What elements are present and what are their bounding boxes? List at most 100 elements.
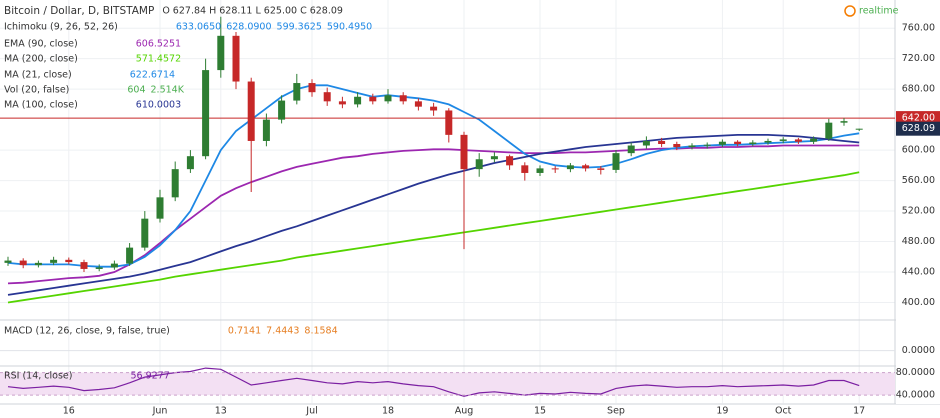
ma-line (7, 84, 860, 268)
x-tick-label: Sep (607, 406, 625, 417)
chart-title: Bitcoin / Dollar, D, BITSTAMP (4, 5, 154, 17)
price-label: 642.00 (902, 113, 935, 124)
candle-body (779, 139, 787, 141)
candle-body (156, 197, 164, 219)
rsi-band (0, 372, 895, 396)
x-tick-label: Oct (775, 406, 792, 417)
legend-name: MA (200, close) (4, 54, 78, 65)
price-label-bg (896, 111, 940, 126)
legend-value: 606.5251 (136, 39, 181, 50)
candle-body (460, 134, 468, 170)
candle-body (718, 141, 726, 145)
candle-body (673, 144, 681, 148)
candle-body (521, 165, 529, 173)
y-tick-label: 680.00 (902, 84, 935, 95)
y-tick-label: 400.00 (902, 297, 935, 308)
x-tick-label: 18 (382, 406, 394, 417)
legend-value: 2.514K (151, 85, 185, 96)
legend-name: MACD (12, 26, close, 9, false, true) (4, 326, 170, 337)
candle-body (566, 165, 574, 170)
legend-value: 628.0900 (226, 22, 271, 33)
candle-body (80, 262, 88, 269)
x-tick-label: 16 (63, 406, 75, 417)
x-tick-label: Jul (305, 406, 317, 417)
x-tick-label: 17 (853, 406, 865, 417)
legend-value: 7.4443 (266, 326, 299, 337)
candle-body (703, 144, 711, 146)
candle-body (490, 156, 498, 160)
y-tick-label: 720.00 (902, 53, 935, 64)
ohlc-readout: O 627.84 H 628.11 L 625.00 C 628.09 (162, 6, 343, 17)
candle-body (430, 106, 438, 111)
y-tick-label: 40.0000 (896, 390, 935, 401)
candle-body (810, 138, 818, 142)
candle-body (232, 35, 240, 82)
y-tick-label: 520.00 (902, 206, 935, 217)
candle-body (217, 35, 225, 71)
candle-body (323, 92, 331, 102)
legend-value: 633.0650 (176, 22, 221, 33)
ma-line (7, 134, 860, 296)
candle-body (171, 169, 179, 198)
y-tick-label: 440.00 (902, 267, 935, 278)
candle-body (764, 140, 772, 143)
legend-name: RSI (14, close) (4, 371, 72, 382)
candle-body (262, 119, 270, 141)
candle-body (278, 100, 286, 120)
candle-body (65, 259, 73, 263)
candle-body (612, 153, 620, 170)
legend-value: 0.7141 (228, 326, 261, 337)
legend-value: 610.0003 (136, 100, 181, 111)
candle-body (247, 81, 255, 141)
candle-body (840, 121, 848, 123)
candle-body (627, 145, 635, 154)
candle-body (50, 259, 58, 263)
candle-body (126, 247, 134, 264)
legend-value: 599.3625 (277, 22, 322, 33)
ma-line (7, 171, 860, 304)
y-tick-label: 0.0000 (902, 345, 935, 356)
legend-value: 8.1584 (304, 326, 337, 337)
status: realtime (859, 6, 899, 17)
status-icon (844, 5, 856, 17)
y-tick-label: 480.00 (902, 236, 935, 247)
y-tick-label: 80.0000 (896, 367, 935, 378)
candle-body (597, 168, 605, 170)
y-tick-label: 600.00 (902, 145, 935, 156)
candle-body (414, 101, 422, 107)
candle-body (855, 128, 863, 130)
candle-body (536, 168, 544, 173)
candle-body (551, 168, 559, 170)
candle-body (19, 260, 27, 266)
legend-name: EMA (90, close) (4, 39, 78, 50)
candle-body (369, 96, 377, 102)
x-tick-label: 13 (215, 406, 227, 417)
candle-body (384, 95, 392, 102)
ma-line (7, 144, 860, 285)
y-tick-label: 560.00 (902, 175, 935, 186)
legend-name: Vol (20, false) (4, 85, 69, 96)
candle-body (141, 218, 149, 248)
x-tick-label: 15 (534, 406, 546, 417)
rsi-line (7, 367, 860, 397)
legend-value: 56.9277 (130, 371, 169, 382)
legend-value: 571.4572 (136, 54, 181, 65)
candle-body (4, 260, 12, 263)
legend-name: MA (100, close) (4, 100, 78, 111)
price-label: 628.09 (902, 123, 935, 134)
legend-name: Ichimoku (9, 26, 52, 26) (4, 22, 118, 33)
x-tick-label: Aug (455, 406, 474, 417)
legend-name: MA (21, close) (4, 70, 72, 81)
candle-body (734, 141, 742, 144)
candle-body (110, 263, 118, 268)
candle-body (95, 267, 103, 269)
x-tick-label: 19 (716, 406, 728, 417)
candle-body (308, 83, 316, 93)
candle-body (445, 110, 453, 135)
legend-value: 604 (127, 85, 145, 96)
candle-body (186, 156, 194, 170)
candle-body (475, 159, 483, 170)
candle-body (825, 122, 833, 139)
y-tick-label: 760.00 (902, 23, 935, 34)
